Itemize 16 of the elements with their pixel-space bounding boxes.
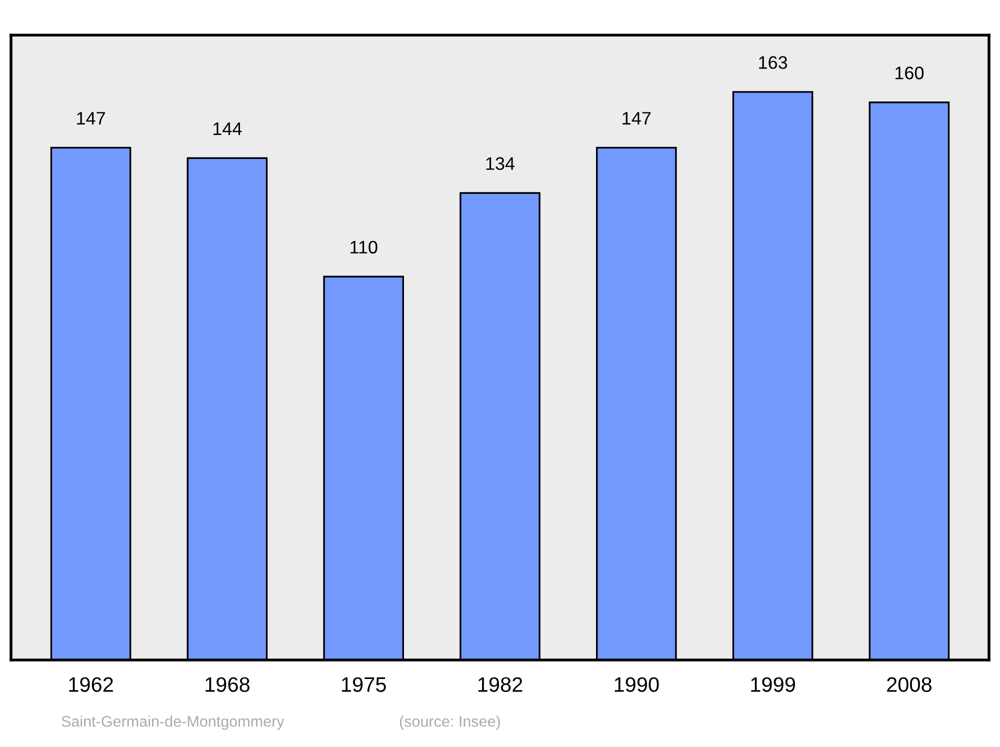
x-tick-label: 1962 <box>69 677 113 692</box>
text: Saint-Germain-de-Montgommery <box>62 716 284 730</box>
data-label: 110 <box>350 240 378 254</box>
text: (source: Insee) <box>400 716 500 730</box>
x-tick-label: 1968 <box>206 677 250 692</box>
x-tick-label: 1975 <box>342 677 386 692</box>
data-label: 163 <box>759 56 788 69</box>
x-tick-label: 2008 <box>887 677 932 692</box>
data-label: 144 <box>214 122 242 135</box>
data-label: 147 <box>622 112 651 124</box>
x-tick-label: 1999 <box>751 677 795 692</box>
x-tick-label: 1982 <box>478 677 522 692</box>
data-label: 160 <box>896 66 924 80</box>
x-tick-label: 1990 <box>614 677 659 692</box>
data-label: 147 <box>77 112 105 124</box>
data-label: 134 <box>486 157 515 170</box>
